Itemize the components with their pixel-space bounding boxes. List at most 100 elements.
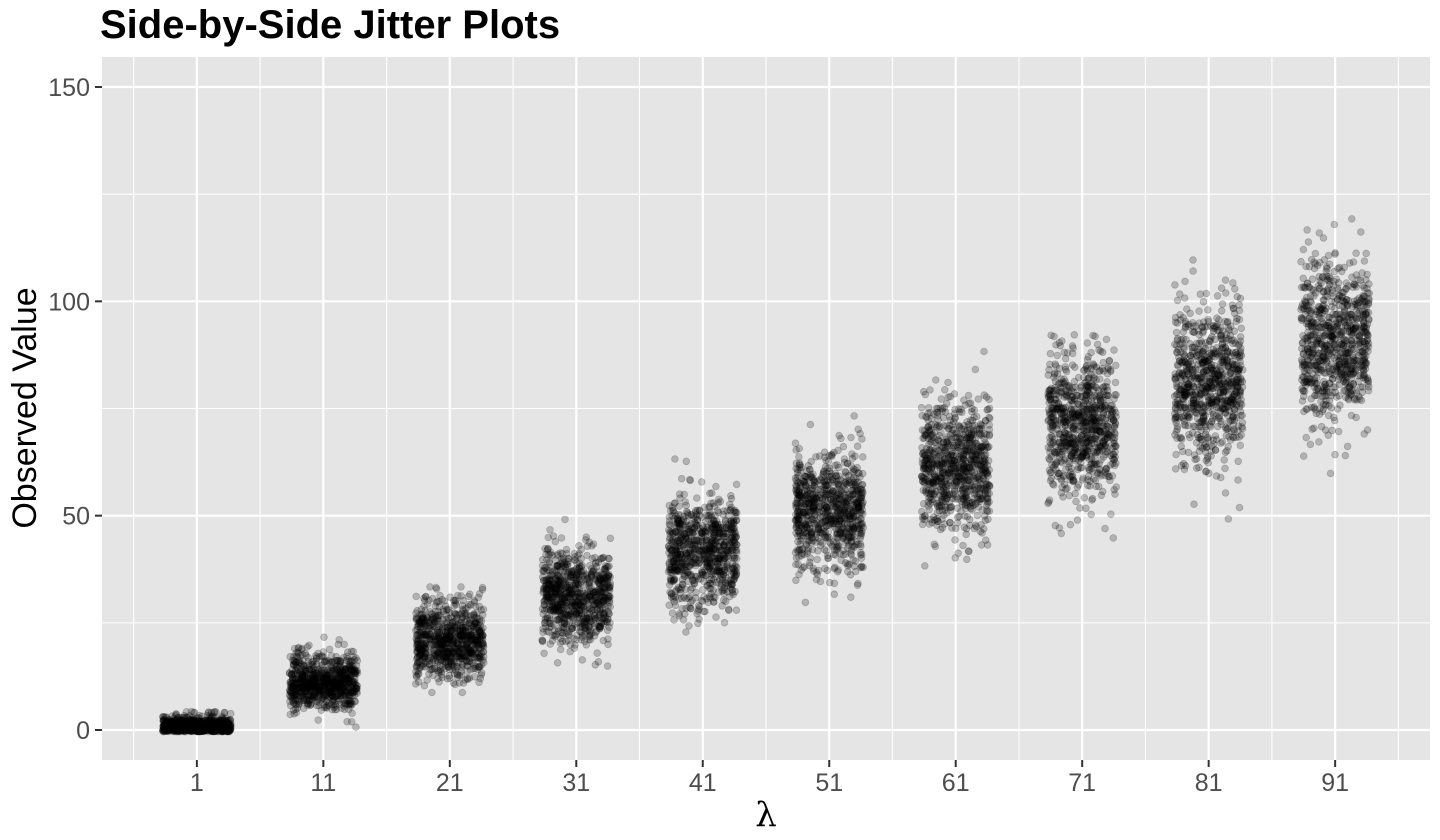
data-point: [198, 721, 206, 730]
data-point: [188, 717, 197, 726]
data-point: [194, 720, 202, 729]
data-point: [347, 677, 356, 685]
data-point: [951, 536, 959, 544]
data-point: [209, 723, 217, 731]
data-point: [198, 723, 207, 732]
data-point: [678, 554, 686, 562]
data-point: [682, 628, 690, 636]
data-point: [704, 511, 713, 520]
data-point: [698, 527, 707, 535]
data-point: [720, 618, 729, 627]
data-point: [827, 469, 835, 478]
data-point: [196, 724, 204, 733]
data-point: [188, 722, 196, 731]
data-point: [225, 722, 234, 730]
data-point: [171, 726, 180, 735]
data-point: [162, 713, 171, 722]
data-point: [714, 508, 723, 517]
data-point: [161, 720, 170, 729]
data-point: [542, 550, 550, 559]
data-point: [435, 667, 443, 675]
data-point: [187, 726, 195, 735]
data-point: [469, 621, 477, 630]
data-point: [212, 717, 220, 726]
data-point: [795, 459, 804, 468]
data-point: [162, 726, 171, 735]
data-point: [216, 716, 225, 725]
data-point: [859, 488, 867, 497]
data-point: [322, 657, 331, 666]
data-point: [478, 631, 487, 640]
data-point: [570, 644, 579, 652]
data-point: [172, 721, 180, 729]
data-point: [162, 726, 171, 735]
data-point: [180, 715, 189, 724]
data-point: [187, 721, 196, 729]
data-point: [192, 720, 201, 728]
data-point: [213, 720, 221, 728]
data-point: [560, 596, 569, 605]
data-point: [163, 721, 172, 730]
data-point: [721, 554, 729, 563]
data-point: [223, 725, 231, 734]
data-point: [827, 515, 835, 524]
data-point: [190, 725, 198, 734]
data-point: [708, 568, 717, 576]
data-point: [217, 721, 226, 729]
data-point: [423, 676, 431, 684]
data-point: [212, 726, 220, 735]
data-point: [177, 718, 186, 726]
data-point: [599, 573, 608, 581]
data-point: [447, 649, 456, 657]
data-point: [473, 636, 481, 645]
data-point: [694, 550, 702, 558]
data-point: [666, 529, 674, 538]
data-point: [698, 585, 707, 594]
data-point: [170, 726, 179, 735]
data-point: [185, 716, 193, 724]
data-point: [174, 719, 183, 727]
data-point: [593, 649, 601, 657]
data-point: [478, 583, 487, 592]
data-point: [193, 714, 201, 723]
data-point: [675, 523, 684, 531]
data-point: [795, 515, 804, 524]
data-point: [421, 639, 430, 648]
data-point: [210, 720, 218, 729]
data-point: [175, 721, 183, 730]
data-point: [605, 623, 613, 631]
data-point: [414, 677, 423, 686]
data-point: [185, 721, 194, 729]
data-point: [185, 726, 194, 734]
data-point: [226, 726, 234, 735]
data-point: [186, 720, 194, 729]
data-point: [856, 548, 865, 557]
data-point: [697, 533, 706, 542]
data-point: [850, 505, 858, 514]
data-point: [197, 722, 205, 730]
data-point: [697, 478, 706, 486]
data-point: [184, 726, 193, 734]
data-point: [213, 717, 222, 725]
data-point: [200, 718, 208, 727]
data-point: [334, 690, 343, 698]
data-point: [704, 547, 713, 556]
data-point: [343, 717, 351, 726]
data-point: [671, 601, 680, 610]
data-point: [551, 611, 559, 619]
data-point: [165, 725, 173, 733]
data-point: [308, 660, 317, 669]
data-point: [215, 721, 224, 730]
data-point: [198, 721, 206, 730]
data-point: [856, 563, 865, 572]
data-point: [222, 721, 231, 730]
data-point: [207, 714, 216, 722]
data-point: [209, 717, 217, 725]
data-point: [225, 723, 233, 731]
data-point: [808, 484, 816, 493]
data-point: [286, 701, 295, 710]
data-point: [314, 716, 323, 724]
data-point: [210, 727, 218, 736]
data-point: [420, 594, 428, 602]
data-point: [202, 722, 211, 730]
